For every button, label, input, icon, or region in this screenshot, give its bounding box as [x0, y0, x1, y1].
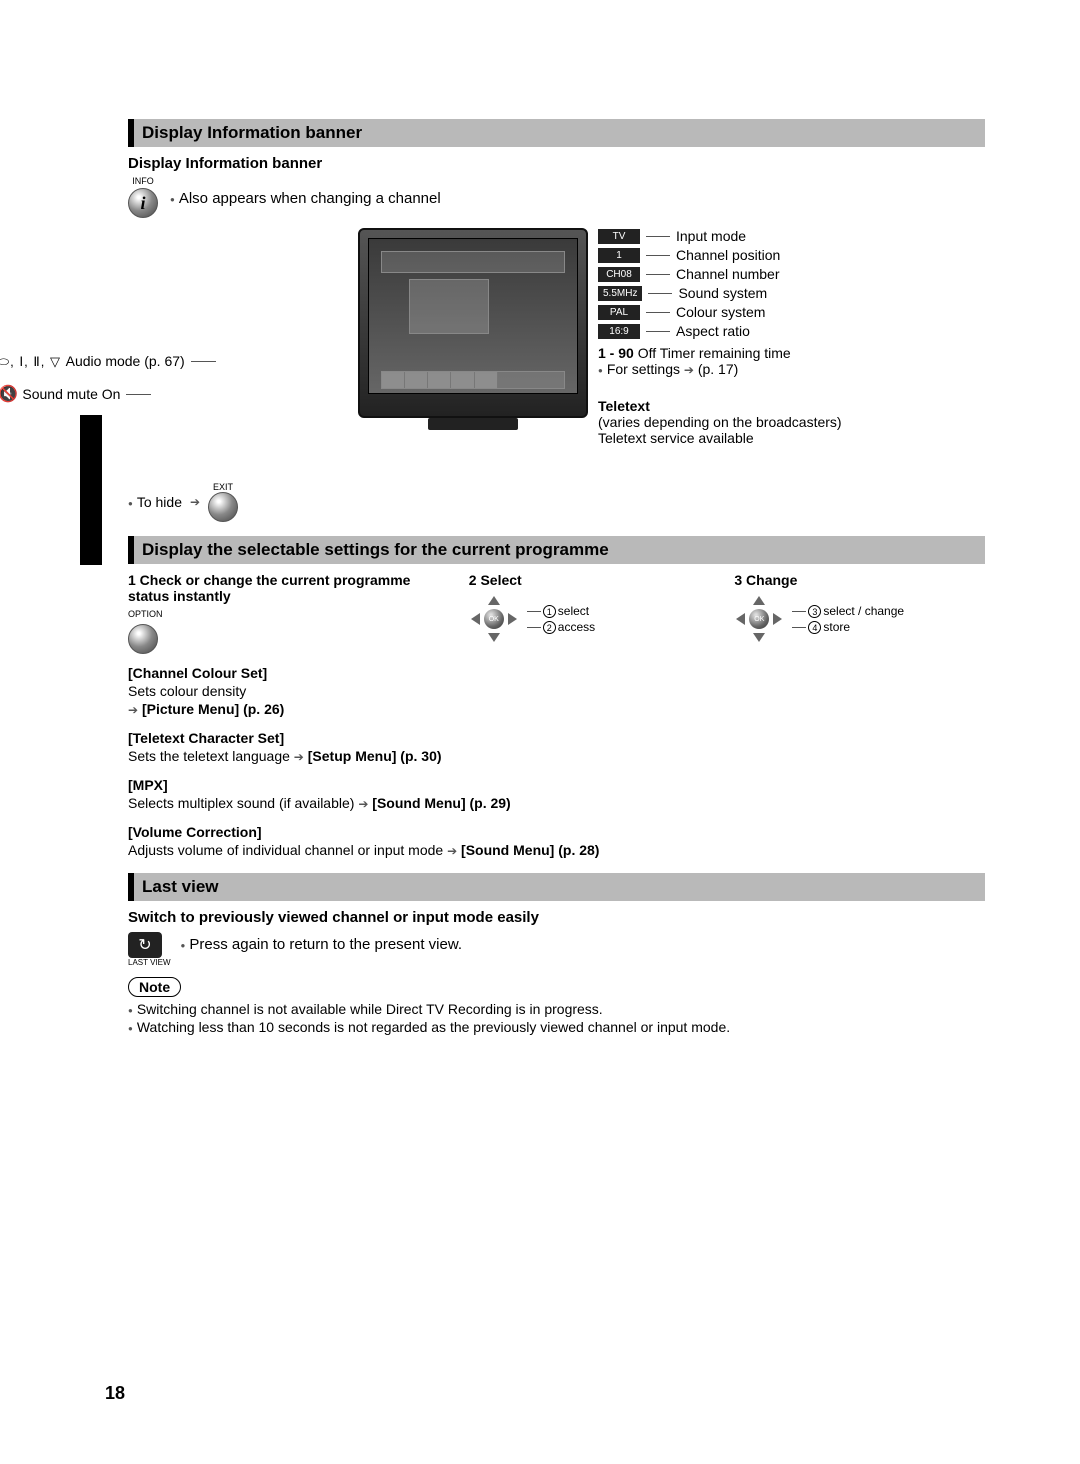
- teletext-block: Teletext (varies depending on the broadc…: [598, 398, 878, 446]
- to-hide-label: To hide: [128, 494, 182, 510]
- section-header-last-view: Last view: [128, 873, 985, 901]
- tag-chnum-desc: Channel number: [676, 266, 780, 282]
- note-1: Switching channel is not available while…: [128, 1001, 985, 1017]
- tag-chnum: CH08: [598, 267, 640, 282]
- teletext-desc1: (varies depending on the broadcasters): [598, 414, 842, 430]
- arrow-icon: ➔: [358, 797, 368, 811]
- for-settings-ref: (p. 17): [698, 361, 738, 377]
- arrow-icon: ➔: [294, 750, 304, 764]
- tag-tv: TV: [598, 229, 640, 244]
- tag-tv-desc: Input mode: [676, 228, 746, 244]
- mpx-desc: Selects multiplex sound (if available): [128, 795, 358, 811]
- off-timer-range: 1 - 90: [598, 345, 634, 361]
- step1-title: Check or change the current programme st…: [128, 572, 410, 604]
- info-button-wrap: INFO i: [128, 176, 158, 218]
- tag-sound: 5.5MHz: [598, 286, 642, 301]
- teletext-heading: Teletext: [598, 398, 650, 414]
- tcs-title: [Teletext Character Set]: [128, 730, 284, 746]
- mpx-link: [Sound Menu] (p. 29): [368, 795, 510, 811]
- tag-aspect: 16:9: [598, 324, 640, 339]
- section-header-selectable: Display the selectable settings for the …: [128, 536, 985, 564]
- arrow-icon: ➔: [128, 703, 138, 717]
- step3-title: Change: [742, 572, 797, 588]
- also-appears-text: Also appears when changing a channel: [170, 176, 441, 207]
- off-timer-desc: Off Timer remaining time: [634, 345, 791, 361]
- ok-pad-2[interactable]: OK: [734, 594, 784, 644]
- section-header-display-info: Display Information banner: [128, 119, 985, 147]
- note-pill: Note: [128, 977, 181, 997]
- tag-colour-desc: Colour system: [676, 304, 765, 320]
- step2-access: access: [558, 620, 595, 634]
- step3-store: store: [823, 620, 850, 634]
- tv-screen: [368, 238, 578, 394]
- arrow-icon: ➔: [447, 844, 457, 858]
- option-button[interactable]: [128, 624, 158, 654]
- ccs-title: [Channel Colour Set]: [128, 665, 267, 681]
- option-label: OPTION: [128, 609, 163, 619]
- display-info-sub: Display Information banner: [128, 155, 985, 172]
- tag-column: TV Input mode 1 Channel position CH08 Chann…: [598, 228, 791, 377]
- step1-num: 1: [128, 572, 136, 588]
- sound-mute-label: Sound mute On: [22, 386, 120, 402]
- step3-select: select / change: [823, 604, 904, 618]
- side-label: Watching TV: [85, 464, 103, 560]
- tcs-desc: Sets the teletext language: [128, 748, 294, 764]
- vol-desc: Adjusts volume of individual channel or …: [128, 842, 447, 858]
- note-2: Watching less than 10 seconds is not reg…: [128, 1019, 985, 1035]
- press-again-text: Press again to return to the present vie…: [181, 932, 463, 953]
- step2-select: select: [558, 604, 589, 618]
- banner-inner: [409, 279, 489, 334]
- last-view-label: LAST VIEW: [128, 958, 171, 967]
- for-settings-label: For settings: [598, 361, 680, 377]
- banner-bottom: [381, 371, 565, 389]
- audio-mode-label: Audio mode (p. 67): [66, 353, 185, 369]
- page-number: 18: [105, 1383, 125, 1404]
- mute-icon: 🔇: [0, 386, 22, 403]
- tag-aspect-desc: Aspect ratio: [676, 323, 750, 339]
- last-view-sub: Switch to previously viewed channel or i…: [128, 909, 985, 926]
- exit-button-wrap: EXIT: [208, 482, 238, 522]
- tag-sound-desc: Sound system: [678, 285, 767, 301]
- step2-title: Select: [477, 572, 522, 588]
- vol-title: [Volume Correction]: [128, 824, 262, 840]
- last-view-button-wrap: ↻ LAST VIEW: [128, 932, 171, 967]
- exit-button[interactable]: [208, 492, 238, 522]
- tv-diagram: ⬭, Ⅰ, Ⅱ, ▽ Audio mode (p. 67) 🔇 Sound mu…: [128, 228, 985, 478]
- info-icon[interactable]: i: [128, 188, 158, 218]
- tag-chpos-desc: Channel position: [676, 247, 780, 263]
- banner-top: [381, 251, 565, 273]
- teletext-desc2: Teletext service available: [598, 430, 754, 446]
- ccs-link: [Picture Menu] (p. 26): [138, 701, 284, 717]
- step2-num: 2: [469, 572, 477, 588]
- ccs-desc: Sets colour density: [128, 683, 246, 699]
- tv-stand: [428, 418, 518, 430]
- tag-colour: PAL: [598, 305, 640, 320]
- arrow-icon: ➔: [684, 363, 694, 377]
- arrow-icon: ➔: [190, 495, 200, 509]
- exit-label: EXIT: [208, 482, 238, 492]
- tag-chpos: 1: [598, 248, 640, 263]
- audio-mode-symbols: ⬭, Ⅰ, Ⅱ, ▽: [0, 354, 66, 369]
- vol-link: [Sound Menu] (p. 28): [457, 842, 599, 858]
- tv-body: [358, 228, 588, 418]
- step3-num: 3: [734, 572, 742, 588]
- last-view-button[interactable]: ↻: [128, 932, 162, 958]
- tcs-link: [Setup Menu] (p. 30): [304, 748, 442, 764]
- info-button-label: INFO: [128, 176, 158, 186]
- ok-pad[interactable]: OK: [469, 594, 519, 644]
- mpx-title: [MPX]: [128, 777, 168, 793]
